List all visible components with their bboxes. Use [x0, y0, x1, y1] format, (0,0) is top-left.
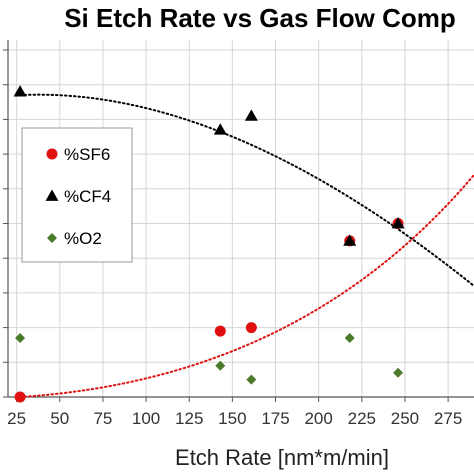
legend-label: %SF6 — [64, 145, 110, 164]
legend-label: %O2 — [64, 229, 102, 248]
x-tick-label: 25 — [7, 409, 26, 428]
x-tick-label: 225 — [348, 409, 376, 428]
x-tick-label: 100 — [132, 409, 160, 428]
x-axis-label: Etch Rate [nm*m/min] — [175, 445, 389, 470]
legend-marker-o2 — [47, 233, 57, 243]
data-point-cf4 — [13, 85, 27, 97]
data-point-sf6 — [14, 391, 26, 403]
trend-line-sf6 — [19, 173, 474, 398]
x-tick-label: 200 — [304, 409, 332, 428]
data-point-cf4 — [213, 123, 227, 135]
trend-line-cf4 — [19, 93, 474, 287]
data-point-sf6 — [214, 325, 226, 337]
x-tick-label: 125 — [175, 409, 203, 428]
chart-title: Si Etch Rate vs Gas Flow Comp — [64, 3, 456, 33]
data-point-cf4 — [244, 109, 258, 121]
data-point-o2 — [215, 360, 226, 371]
x-tick-labels: 25 50 75 100 125 150 175 200 225 250 275 — [7, 409, 462, 428]
legend-box — [21, 127, 133, 263]
data-point-o2 — [246, 374, 257, 385]
data-point-o2 — [344, 333, 355, 344]
x-tick-label: 75 — [93, 409, 112, 428]
x-tick-label: 275 — [434, 409, 462, 428]
data-point-o2 — [393, 367, 404, 378]
x-tick-label: 50 — [50, 409, 69, 428]
data-point-cf4 — [391, 217, 405, 229]
x-tick-label: 250 — [391, 409, 419, 428]
legend: %SF6 %CF4 %O2 — [21, 127, 133, 263]
trend-lines — [19, 93, 474, 398]
data-points — [13, 85, 405, 403]
legend-marker-cf4 — [45, 189, 59, 201]
x-tick-label: 175 — [261, 409, 289, 428]
x-tick-label: 150 — [218, 409, 246, 428]
grid — [3, 40, 474, 402]
data-point-cf4 — [343, 234, 357, 246]
data-point-o2 — [15, 333, 26, 344]
legend-marker-sf6 — [46, 148, 58, 160]
legend-label: %CF4 — [64, 187, 111, 206]
data-point-sf6 — [245, 322, 257, 334]
